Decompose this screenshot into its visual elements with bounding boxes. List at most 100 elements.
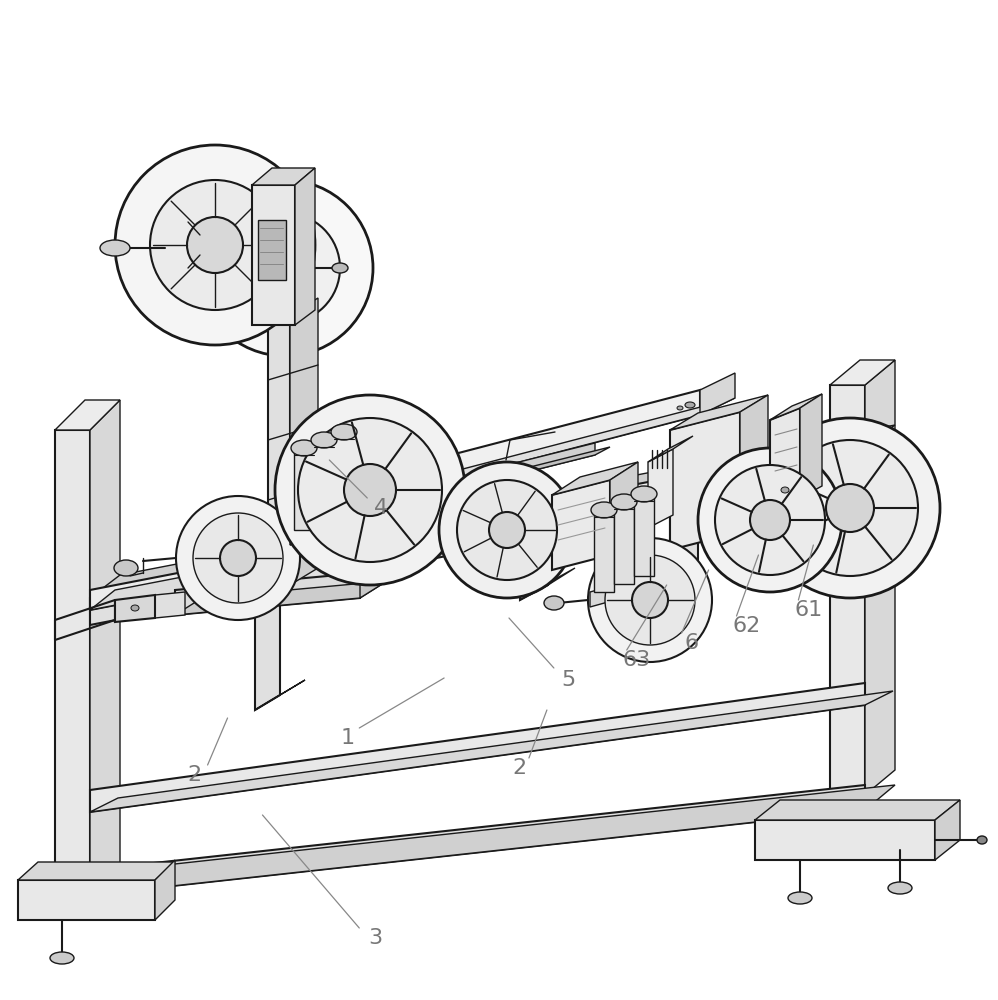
Polygon shape: [255, 680, 305, 710]
Polygon shape: [865, 360, 895, 795]
Polygon shape: [334, 436, 354, 514]
Polygon shape: [740, 395, 768, 532]
Ellipse shape: [698, 448, 842, 592]
Polygon shape: [295, 168, 315, 325]
Polygon shape: [552, 480, 610, 570]
Ellipse shape: [275, 395, 465, 585]
Polygon shape: [355, 390, 700, 505]
Polygon shape: [90, 448, 865, 598]
Ellipse shape: [131, 605, 139, 611]
Ellipse shape: [187, 217, 243, 273]
Polygon shape: [770, 394, 822, 420]
Polygon shape: [252, 185, 295, 325]
Polygon shape: [455, 447, 610, 490]
Polygon shape: [55, 430, 90, 900]
Polygon shape: [770, 408, 800, 510]
Text: 3: 3: [368, 928, 382, 948]
Polygon shape: [90, 425, 895, 598]
Polygon shape: [935, 800, 960, 860]
Ellipse shape: [115, 145, 315, 345]
Ellipse shape: [230, 213, 340, 323]
Polygon shape: [155, 592, 185, 618]
Polygon shape: [830, 385, 865, 795]
Ellipse shape: [344, 464, 396, 516]
Ellipse shape: [760, 418, 940, 598]
Text: 62: 62: [733, 616, 760, 636]
Ellipse shape: [114, 560, 138, 576]
Ellipse shape: [788, 892, 812, 904]
Polygon shape: [175, 573, 360, 615]
Ellipse shape: [782, 440, 918, 576]
Polygon shape: [55, 400, 120, 430]
Polygon shape: [294, 452, 314, 530]
Text: 6: 6: [685, 633, 699, 653]
Polygon shape: [755, 820, 935, 860]
Ellipse shape: [677, 406, 683, 410]
Ellipse shape: [193, 513, 283, 603]
Polygon shape: [90, 785, 865, 895]
Polygon shape: [614, 506, 634, 584]
Polygon shape: [360, 556, 387, 598]
Polygon shape: [290, 298, 318, 585]
Polygon shape: [18, 862, 175, 880]
Polygon shape: [175, 581, 387, 615]
Polygon shape: [520, 568, 575, 600]
Ellipse shape: [631, 486, 657, 502]
Ellipse shape: [591, 502, 617, 518]
Polygon shape: [700, 373, 735, 415]
Polygon shape: [355, 398, 735, 505]
Polygon shape: [90, 400, 120, 900]
Ellipse shape: [150, 180, 280, 310]
Polygon shape: [90, 691, 893, 812]
Ellipse shape: [332, 263, 348, 273]
Ellipse shape: [715, 465, 825, 575]
Text: 61: 61: [794, 600, 822, 620]
Ellipse shape: [489, 512, 525, 548]
Ellipse shape: [291, 440, 317, 456]
Polygon shape: [800, 394, 822, 498]
Polygon shape: [90, 440, 890, 610]
Text: 4: 4: [374, 498, 388, 518]
Ellipse shape: [544, 596, 564, 610]
Polygon shape: [90, 440, 865, 610]
Ellipse shape: [439, 462, 575, 598]
Polygon shape: [610, 462, 638, 555]
Polygon shape: [594, 514, 614, 592]
Polygon shape: [670, 395, 768, 430]
Polygon shape: [478, 545, 538, 590]
Ellipse shape: [632, 582, 668, 618]
Text: 63: 63: [623, 650, 651, 670]
Polygon shape: [290, 510, 400, 545]
Polygon shape: [115, 595, 155, 622]
Polygon shape: [478, 563, 565, 590]
Ellipse shape: [781, 487, 789, 493]
Ellipse shape: [605, 555, 695, 645]
Polygon shape: [830, 360, 895, 385]
Polygon shape: [670, 412, 740, 550]
Polygon shape: [634, 498, 654, 576]
Ellipse shape: [331, 424, 357, 440]
Ellipse shape: [826, 484, 874, 532]
Polygon shape: [90, 785, 895, 895]
Polygon shape: [255, 585, 280, 710]
Ellipse shape: [888, 882, 912, 894]
Polygon shape: [670, 490, 698, 600]
Text: 1: 1: [340, 728, 354, 748]
Polygon shape: [552, 462, 638, 495]
Ellipse shape: [750, 500, 790, 540]
Ellipse shape: [50, 952, 74, 964]
Ellipse shape: [311, 432, 337, 448]
Polygon shape: [90, 448, 865, 625]
Polygon shape: [455, 443, 595, 490]
Ellipse shape: [100, 240, 130, 256]
Ellipse shape: [263, 246, 307, 290]
Polygon shape: [648, 449, 673, 528]
Ellipse shape: [457, 480, 557, 580]
Polygon shape: [290, 505, 380, 545]
Ellipse shape: [375, 492, 385, 498]
Ellipse shape: [685, 402, 695, 408]
Polygon shape: [590, 567, 680, 607]
Polygon shape: [155, 860, 175, 920]
Polygon shape: [755, 800, 960, 820]
Text: 2: 2: [188, 765, 202, 785]
